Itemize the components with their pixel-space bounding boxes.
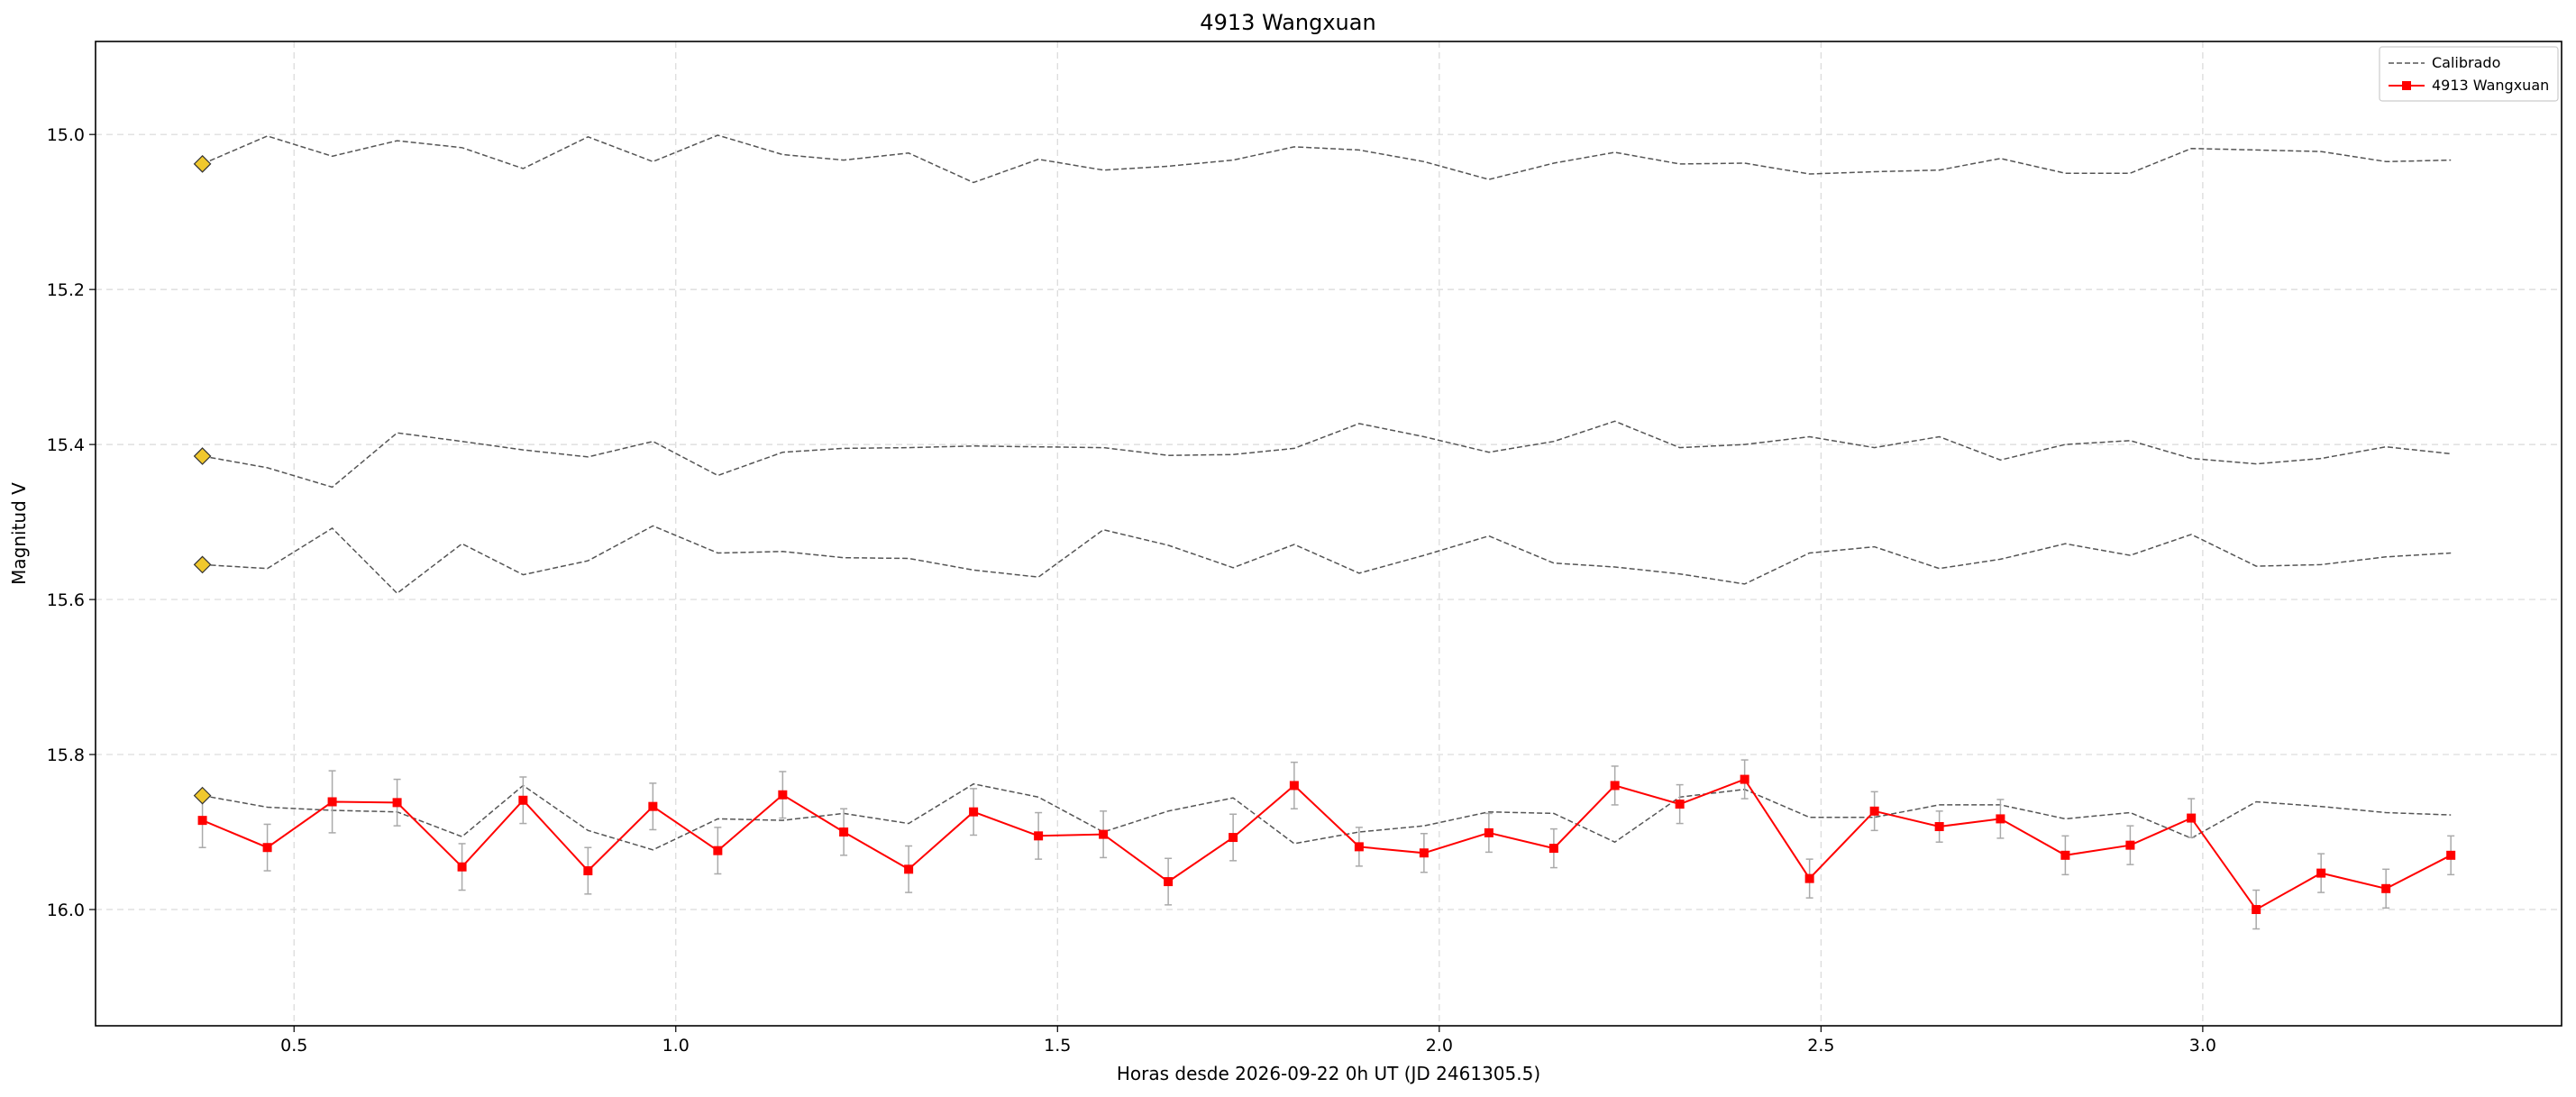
target-data-point [1548, 844, 1558, 854]
target-data-point [2125, 840, 2135, 850]
reference-diamond-marker [193, 447, 212, 465]
x-tick-label: 2.0 [1426, 1036, 1453, 1056]
target-series-line [202, 778, 2452, 911]
x-tick-label: 2.5 [1807, 1036, 1834, 1056]
y-tick-label: 15.8 [47, 745, 85, 765]
y-tick-label: 15.4 [47, 435, 85, 455]
calibrated-series-1-line [202, 134, 2452, 184]
target-data-point [713, 846, 723, 855]
target-data-point [327, 797, 337, 807]
chart-title: 4913 Wangxuan [1200, 10, 1375, 35]
target-data-point [518, 795, 528, 805]
target-data-point [392, 798, 402, 808]
target-data-point [1484, 827, 1494, 837]
target-data-point [1804, 873, 1814, 883]
target-data-point [2060, 850, 2070, 860]
y-tick-label: 15.6 [47, 590, 85, 610]
target-data-point [1099, 829, 1109, 839]
target-data-point [1229, 833, 1238, 843]
x-tick-label: 1.0 [662, 1036, 690, 1056]
plot-frame [95, 41, 2562, 1027]
target-data-point [1289, 781, 1299, 791]
target-data-point [904, 864, 914, 874]
legend: Calibrado 4913 Wangxuan [2379, 46, 2559, 102]
calibrated-series-2-line [202, 420, 2452, 489]
target-data-point [839, 827, 849, 837]
target-data-point [1034, 831, 1044, 841]
target-data-point [1675, 800, 1685, 809]
calibrated-series-3-line [202, 525, 2452, 595]
target-data-point [583, 866, 593, 876]
y-tick-label: 15.2 [47, 280, 85, 300]
x-tick-label: 1.5 [1044, 1036, 1071, 1056]
y-axis-label: Magnitud V [8, 482, 30, 585]
reference-diamond-marker [193, 155, 212, 173]
y-tick-label: 15.0 [47, 125, 85, 145]
reference-diamond-marker [193, 555, 212, 574]
legend-box [2379, 46, 2559, 102]
y-tick-label: 16.0 [47, 900, 85, 920]
grid [96, 41, 2562, 1026]
calibrated-series-4-line [202, 782, 2452, 851]
target-data-point [1419, 848, 1429, 858]
x-axis-label: Horas desde 2026-09-22 0h UT (JD 2461305… [1117, 1063, 1540, 1084]
series-layer [197, 134, 2456, 930]
target-data-point [2187, 813, 2197, 823]
target-data-point [1996, 814, 2005, 824]
reference-diamond-marker [193, 786, 212, 805]
target-data-point [2381, 883, 2391, 893]
axis-ticks: 0.5 1.0 1.5 2.0 2.5 3.0 15.0 15.2 15.4 15.6 15.8 16… [47, 125, 2216, 1056]
target-data-point [2252, 905, 2261, 915]
legend-calibrado-label: Calibrado [2432, 54, 2500, 71]
target-data-point [969, 807, 979, 817]
target-data-point [1164, 877, 1174, 887]
x-tick-label: 0.5 [280, 1036, 307, 1056]
target-data-point [457, 862, 467, 872]
target-data-point [1740, 774, 1749, 784]
target-data-point [262, 843, 272, 853]
reference-markers [193, 155, 212, 805]
target-data-point [1610, 781, 1620, 791]
target-data-point [648, 801, 658, 811]
legend-target-marker [2402, 81, 2411, 90]
x-tick-label: 3.0 [2189, 1036, 2216, 1056]
target-data-point [197, 816, 207, 826]
target-data-point [1934, 822, 1944, 832]
target-data-point [1354, 842, 1364, 852]
target-data-point [2446, 850, 2456, 860]
target-data-point [2316, 868, 2326, 878]
legend-target-label: 4913 Wangxuan [2432, 77, 2549, 94]
target-data-point [1869, 806, 1879, 816]
target-data-point [778, 790, 788, 800]
